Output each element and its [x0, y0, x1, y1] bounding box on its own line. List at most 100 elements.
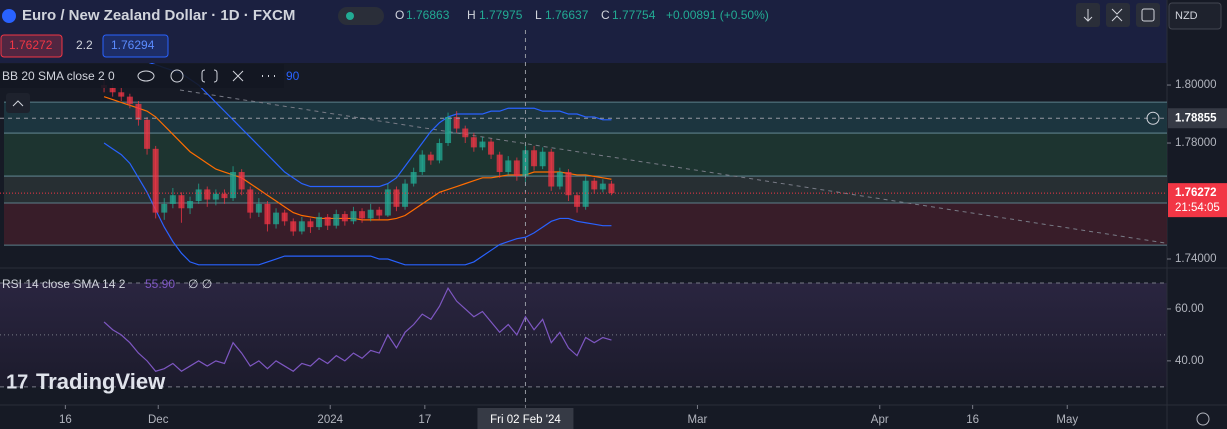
- sell-price: 1.76272: [9, 38, 53, 52]
- zone: [4, 102, 1167, 134]
- collapse-button[interactable]: [1106, 3, 1130, 27]
- candle-body: [255, 203, 262, 213]
- l-label: L: [535, 8, 542, 22]
- candle-body: [290, 221, 297, 232]
- x-tick-label: May: [1056, 414, 1078, 426]
- candle-body: [152, 148, 159, 213]
- symbol-icon: [2, 9, 16, 23]
- buy-price: 1.76294: [111, 38, 155, 52]
- candle-body: [264, 203, 271, 225]
- zone: [4, 203, 1167, 246]
- candle-body: [427, 154, 434, 161]
- currency-select[interactable]: [1168, 2, 1222, 30]
- candle-body: [582, 180, 589, 207]
- collapse-icon: [1111, 8, 1123, 22]
- candle-body: [109, 87, 116, 93]
- buy-button[interactable]: [102, 34, 169, 58]
- last-price-label: 1.76272: [1175, 187, 1217, 199]
- x-tick-label: 17: [418, 414, 431, 426]
- collapse-legend[interactable]: [6, 93, 30, 113]
- candle-body: [470, 137, 477, 148]
- currency: NZD: [1175, 10, 1198, 22]
- candle-body: [376, 209, 383, 216]
- candle-body: [513, 160, 520, 177]
- candle-body: [307, 221, 314, 228]
- rsi-legend: RSI 14 close SMA 14 2: [2, 277, 126, 291]
- eye-icon[interactable]: [137, 70, 155, 82]
- logo: TradingView: [36, 369, 166, 394]
- symbol-title: Euro / New Zealand Dollar · 1D · FXCM: [22, 7, 295, 24]
- chevron-icon: [12, 100, 24, 107]
- rsi-tick-label: 40.00: [1175, 355, 1204, 367]
- spread: 2.2: [76, 38, 93, 52]
- zone: [4, 133, 1167, 177]
- candle-body: [144, 119, 151, 149]
- x-tick-label: Apr: [871, 414, 889, 426]
- top-band: [0, 0, 1167, 63]
- x-tick-label: 16: [966, 414, 979, 426]
- candle-body: [204, 189, 211, 200]
- logo-mark: 17: [6, 371, 28, 393]
- x-tick-label: Mar: [688, 414, 708, 426]
- l-value: 1.76637: [545, 8, 589, 22]
- candle-body: [402, 183, 409, 207]
- rsi-line: [103, 286, 612, 372]
- candle-body: [118, 92, 125, 97]
- source-icon[interactable]: [201, 69, 218, 83]
- candle-body: [221, 193, 228, 199]
- rsi-band: [0, 283, 1167, 387]
- candle-body: [359, 211, 366, 219]
- candle-body: [556, 172, 563, 187]
- y-tick-label: 1.80000: [1175, 79, 1217, 91]
- candle-body: [298, 221, 305, 232]
- crosshair-label: 1.78855: [1175, 112, 1217, 124]
- y-tick-label: 1.78000: [1175, 137, 1217, 149]
- candle-body: [187, 201, 194, 209]
- candle-body: [135, 103, 142, 120]
- candle-body: [169, 195, 176, 204]
- candle-body: [505, 160, 512, 173]
- rsi-extra: ∅ ∅: [188, 277, 212, 291]
- candle-body: [247, 189, 254, 213]
- h-value: 1.77975: [479, 8, 523, 22]
- bb-value: 90: [286, 69, 300, 83]
- candle-body: [230, 172, 237, 199]
- crosshair-x-label-bg: [477, 408, 574, 429]
- candle-body: [178, 195, 185, 209]
- settings-icon[interactable]: [170, 69, 184, 83]
- candle-body: [574, 195, 581, 207]
- candle-body: [531, 150, 538, 167]
- candle-body: [488, 141, 495, 155]
- y-tick-label: 1.74000: [1175, 253, 1217, 265]
- change: +0.00891 (+0.50%): [666, 8, 769, 22]
- x-tick-label: 2024: [317, 414, 343, 426]
- candle-body: [522, 150, 529, 177]
- last-price-bg: [1168, 183, 1227, 218]
- candle-body: [539, 151, 546, 167]
- x-tick-label: Fri 02 Feb '24: [490, 414, 561, 426]
- sell-button[interactable]: [0, 34, 63, 58]
- toolbar: [1076, 2, 1222, 30]
- candle-body: [212, 193, 219, 200]
- x-tick-label: Dec: [148, 414, 169, 426]
- candle-body: [324, 216, 331, 226]
- candle-body: [496, 154, 503, 173]
- candle-body: [436, 143, 443, 161]
- candle-body: [341, 214, 348, 222]
- candle-body: [161, 203, 168, 213]
- settings-button[interactable]: [1196, 412, 1210, 426]
- candle-body: [479, 141, 486, 148]
- rsi-value: 55.90: [145, 277, 175, 291]
- candle-body: [565, 172, 572, 196]
- crosshair-label-bg: [1168, 108, 1227, 129]
- remove-icon[interactable]: [232, 70, 244, 82]
- fullscreen-button[interactable]: [1136, 3, 1160, 27]
- o-value: 1.76863: [406, 8, 450, 22]
- candle-body: [410, 172, 417, 184]
- o-label: O: [395, 8, 404, 22]
- candle-body: [350, 211, 357, 222]
- x-tick-label: 16: [59, 414, 72, 426]
